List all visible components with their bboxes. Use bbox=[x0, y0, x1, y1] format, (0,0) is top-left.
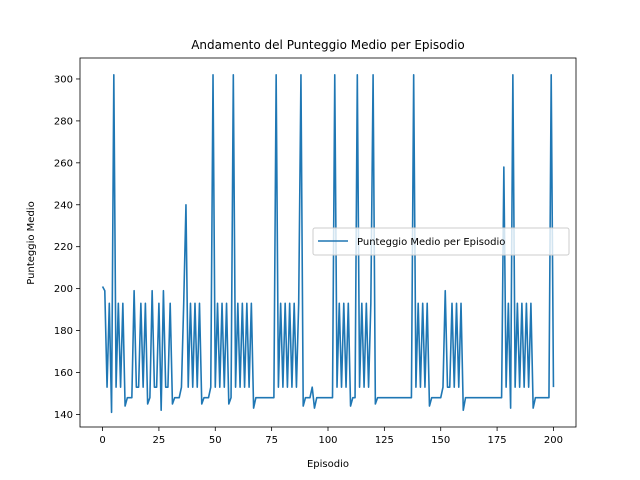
y-axis: 140 160 180 200 220 240 260 280 300 bbox=[54, 74, 80, 421]
y-tick-label: 240 bbox=[54, 200, 73, 211]
y-tick-label: 300 bbox=[54, 74, 73, 85]
legend-entry-label: Punteggio Medio per Episodio bbox=[357, 237, 505, 248]
y-tick-label: 180 bbox=[54, 326, 73, 337]
y-tick-label: 140 bbox=[54, 410, 73, 421]
x-axis: 0 25 50 75 100 125 150 175 200 bbox=[99, 427, 563, 446]
x-axis-label: Episodio bbox=[307, 459, 349, 470]
y-tick-label: 220 bbox=[54, 242, 73, 253]
x-tick-label: 25 bbox=[153, 435, 166, 446]
x-tick-label: 50 bbox=[209, 435, 222, 446]
x-tick-label: 75 bbox=[265, 435, 278, 446]
plot-area bbox=[101, 73, 555, 414]
y-tick-label: 280 bbox=[54, 116, 73, 127]
x-tick-label: 100 bbox=[318, 435, 337, 446]
x-tick-label: 125 bbox=[375, 435, 394, 446]
y-tick-label: 260 bbox=[54, 158, 73, 169]
legend-box bbox=[312, 227, 570, 256]
x-tick-label: 0 bbox=[99, 435, 105, 446]
y-tick-label: 160 bbox=[54, 368, 73, 379]
y-tick-label: 200 bbox=[54, 284, 73, 295]
y-axis-label: Punteggio Medio bbox=[26, 201, 37, 284]
x-tick-label: 175 bbox=[488, 435, 507, 446]
legend: Punteggio Medio per Episodio bbox=[312, 227, 570, 256]
chart-title: Andamento del Punteggio Medio per Episod… bbox=[191, 38, 465, 52]
x-tick-label: 150 bbox=[431, 435, 450, 446]
x-tick-label: 200 bbox=[544, 435, 563, 446]
series-line bbox=[101, 73, 555, 414]
